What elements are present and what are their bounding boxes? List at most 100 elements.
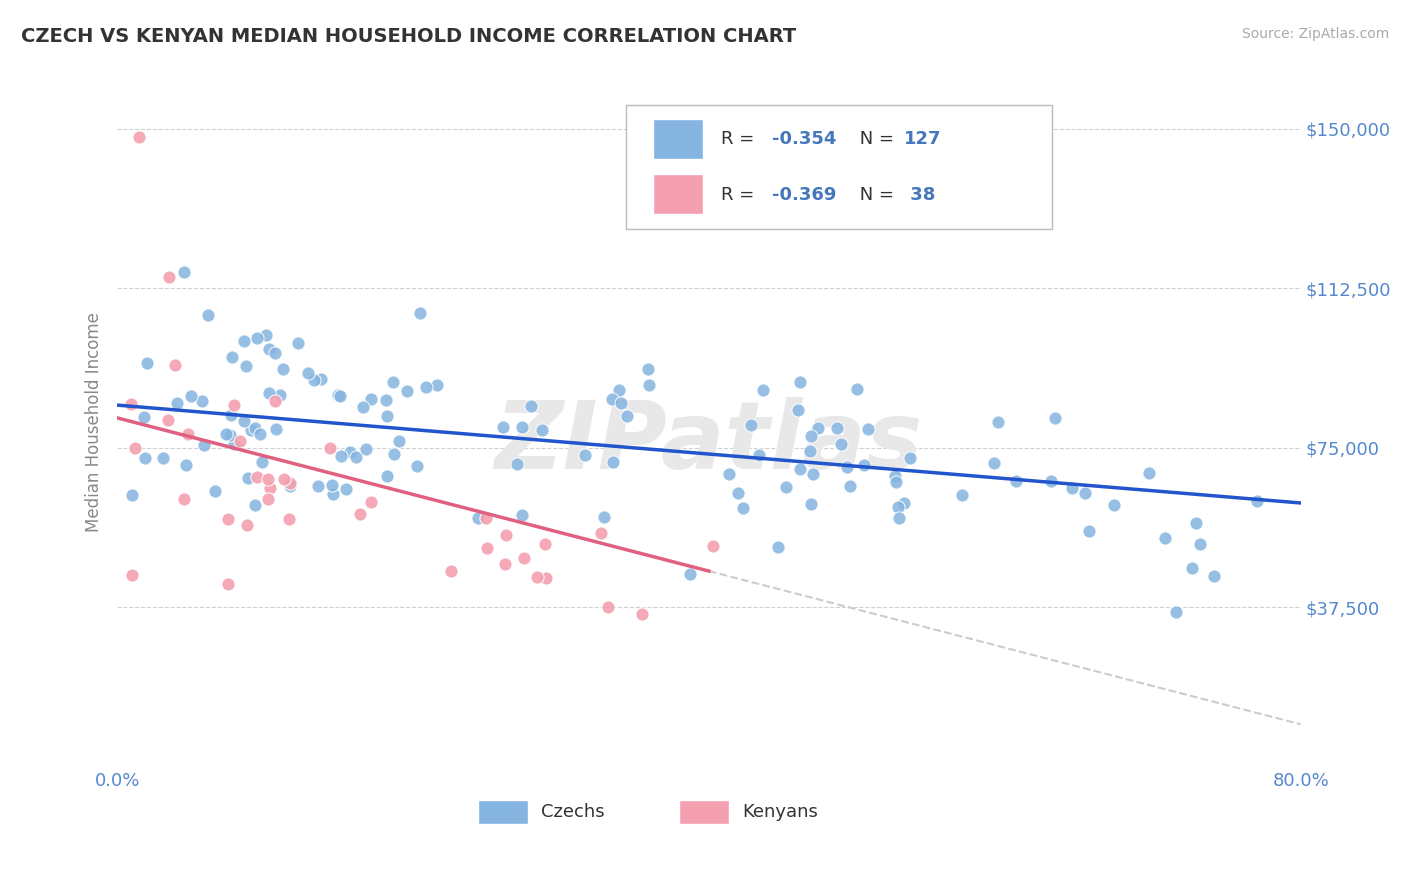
Point [287,335,309,350]
Point [307,479,329,493]
Point [217,577,239,591]
Point [506,457,529,471]
Point [1166,606,1188,620]
Point [799,444,821,458]
Point [409,306,432,320]
Bar [654,174,703,214]
Point [475,541,498,555]
Point [1188,537,1211,551]
Point [887,500,910,514]
Point [494,558,516,572]
Point [329,389,352,403]
Point [679,567,702,582]
Y-axis label: Median Household Income: Median Household Income [86,312,103,532]
Text: -0.354: -0.354 [772,130,837,148]
Point [1073,486,1095,500]
Point [120,397,142,411]
Point [467,511,489,525]
Point [346,450,368,464]
Point [440,564,463,578]
Point [245,469,267,483]
Point [593,509,616,524]
Point [1181,561,1204,575]
Point [1154,531,1177,545]
Point [789,462,811,476]
Point [405,458,427,473]
Point [235,359,257,374]
Point [382,375,405,389]
Point [124,441,146,455]
Point [339,445,361,459]
Point [219,428,242,442]
Point [786,403,808,417]
Point [249,426,271,441]
Point [254,327,277,342]
Point [475,511,498,525]
Point [174,458,197,473]
Point [531,423,554,437]
Point [520,400,543,414]
Point [830,437,852,451]
Point [222,397,245,411]
Point [1104,498,1126,512]
Point [335,483,357,497]
Point [252,455,274,469]
Point [853,458,876,472]
Point [152,451,174,466]
Point [733,500,755,515]
Point [243,421,266,435]
Point [204,483,226,498]
Point [495,527,517,541]
Point [132,409,155,424]
Point [887,511,910,525]
Point [748,449,770,463]
Point [825,421,848,435]
Point [631,607,654,621]
Point [349,507,371,521]
Text: N =: N = [855,186,900,203]
Point [330,449,353,463]
Point [883,468,905,483]
Point [510,420,533,434]
Text: Source: ZipAtlas.com: Source: ZipAtlas.com [1241,27,1389,41]
Point [177,427,200,442]
Bar [679,799,730,823]
Point [526,570,548,584]
Point [229,434,252,448]
Point [166,396,188,410]
Point [702,540,724,554]
Text: 38: 38 [904,186,935,203]
Point [987,415,1010,429]
Text: CZECH VS KENYAN MEDIAN HOUSEHOLD INCOME CORRELATION CHART: CZECH VS KENYAN MEDIAN HOUSEHOLD INCOME … [21,27,796,45]
Point [134,450,156,465]
Point [257,342,280,356]
Point [278,479,301,493]
Point [221,408,243,422]
Point [259,481,281,495]
Point [638,378,661,392]
Point [602,455,624,469]
Point [322,486,344,500]
Point [197,309,219,323]
Point [277,512,299,526]
Point [157,413,180,427]
Point [257,492,280,507]
Point [221,350,243,364]
Point [800,429,823,443]
Point [157,270,180,285]
Point [837,460,859,475]
Point [173,491,195,506]
Point [607,383,630,397]
Point [893,496,915,510]
Bar [478,799,527,823]
Point [375,409,398,424]
Point [898,450,921,465]
Point [609,396,631,410]
Point [1039,474,1062,488]
Point [574,448,596,462]
Point [1045,411,1067,425]
Point [1077,524,1099,538]
Point [236,471,259,485]
Point [256,472,278,486]
Text: N =: N = [855,130,900,148]
